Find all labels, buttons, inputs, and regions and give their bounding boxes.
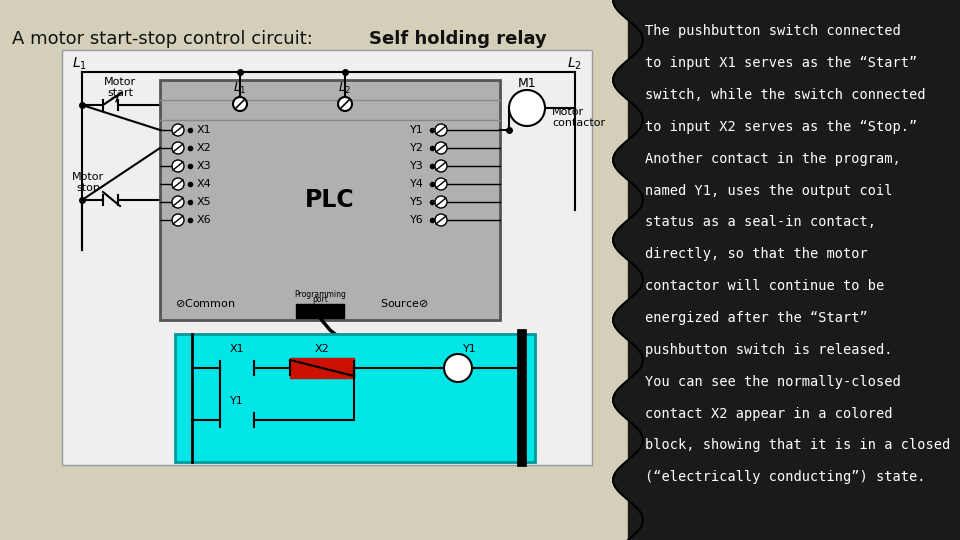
Circle shape: [435, 196, 447, 208]
Circle shape: [444, 354, 472, 382]
Text: switch, while the switch connected: switch, while the switch connected: [645, 88, 925, 102]
Bar: [62, 50, 592, 465]
Circle shape: [435, 214, 447, 226]
Text: port: port: [312, 295, 328, 304]
Circle shape: [435, 160, 447, 172]
Text: A motor start-stop control circuit:: A motor start-stop control circuit:: [12, 30, 319, 48]
Text: Y2: Y2: [410, 143, 424, 153]
Text: Motor: Motor: [72, 172, 104, 182]
Text: Motor: Motor: [104, 77, 136, 87]
Text: contact X2 appear in a colored: contact X2 appear in a colored: [645, 407, 893, 421]
Text: $L_1$: $L_1$: [72, 56, 87, 72]
Circle shape: [435, 142, 447, 154]
Text: Y5: Y5: [410, 197, 423, 207]
Circle shape: [338, 97, 352, 111]
Text: pushbutton switch is released.: pushbutton switch is released.: [645, 343, 893, 357]
Text: contactor: contactor: [552, 118, 605, 128]
Circle shape: [435, 124, 447, 136]
Text: X4: X4: [197, 179, 212, 189]
Text: named Y1, uses the output coil: named Y1, uses the output coil: [645, 184, 893, 198]
Circle shape: [172, 214, 184, 226]
Text: directly, so that the motor: directly, so that the motor: [645, 247, 868, 261]
Text: (“electrically conducting”) state.: (“electrically conducting”) state.: [645, 470, 925, 484]
Text: M1: M1: [517, 77, 537, 90]
Bar: [160, 80, 500, 320]
Text: Y1: Y1: [230, 396, 244, 406]
Circle shape: [172, 160, 184, 172]
Circle shape: [435, 178, 447, 190]
Text: Y1: Y1: [463, 344, 477, 354]
Text: X1: X1: [197, 125, 211, 135]
Circle shape: [172, 178, 184, 190]
Text: X2: X2: [315, 344, 329, 354]
Text: stop: stop: [76, 183, 100, 193]
Circle shape: [172, 124, 184, 136]
Circle shape: [172, 196, 184, 208]
Text: Y6: Y6: [410, 215, 423, 225]
Text: contactor will continue to be: contactor will continue to be: [645, 279, 884, 293]
Text: block, showing that it is in a closed: block, showing that it is in a closed: [645, 438, 950, 453]
Text: X3: X3: [197, 161, 211, 171]
Text: Y3: Y3: [410, 161, 423, 171]
Text: Y4: Y4: [410, 179, 424, 189]
Text: PLC: PLC: [305, 188, 355, 212]
Bar: [290, 358, 354, 378]
Bar: [175, 334, 535, 462]
Circle shape: [233, 97, 247, 111]
Text: energized after the “Start”: energized after the “Start”: [645, 311, 868, 325]
Circle shape: [172, 142, 184, 154]
Text: You can see the normally-closed: You can see the normally-closed: [645, 375, 900, 389]
Text: $L_1$: $L_1$: [233, 81, 247, 96]
Text: X2: X2: [197, 143, 212, 153]
Text: Self holding relay: Self holding relay: [369, 30, 546, 48]
Bar: [296, 304, 344, 318]
Text: to input X2 serves as the “Stop.”: to input X2 serves as the “Stop.”: [645, 120, 918, 134]
Text: Y1: Y1: [410, 125, 423, 135]
Text: start: start: [107, 88, 133, 98]
Text: Motor: Motor: [552, 107, 584, 117]
Text: $\oslash$Common: $\oslash$Common: [175, 297, 235, 309]
Text: X5: X5: [197, 197, 211, 207]
Text: Source$\oslash$: Source$\oslash$: [380, 297, 429, 309]
Text: X1: X1: [229, 344, 244, 354]
Text: $L_2$: $L_2$: [567, 56, 582, 72]
Text: to input X1 serves as the “Start”: to input X1 serves as the “Start”: [645, 56, 918, 70]
Text: status as a seal-in contact,: status as a seal-in contact,: [645, 215, 876, 230]
Text: The pushbutton switch connected: The pushbutton switch connected: [645, 24, 900, 38]
Text: Another contact in the program,: Another contact in the program,: [645, 152, 900, 166]
Bar: [628, 0, 960, 540]
Text: Programming: Programming: [294, 290, 346, 299]
Circle shape: [509, 90, 545, 126]
Text: X6: X6: [197, 215, 211, 225]
Text: $L_2$: $L_2$: [338, 81, 351, 96]
